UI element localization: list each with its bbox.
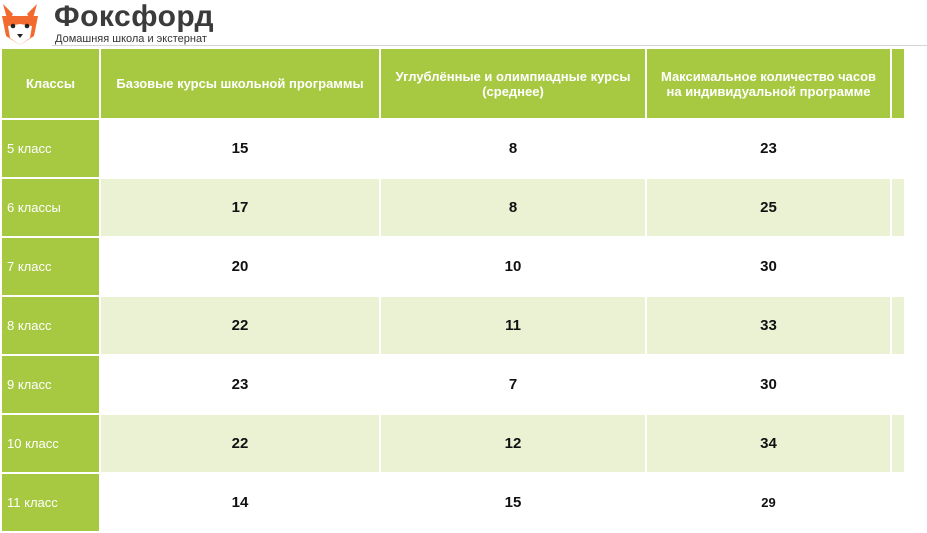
brand-tagline: Домашняя школа и экстернат [55, 33, 207, 45]
table-row: 11 класс 14 15 29 [2, 474, 904, 531]
grade-cell: 8 класс [2, 297, 99, 354]
advanced-cell: 12 [381, 415, 645, 472]
extra-cell [892, 297, 904, 354]
grade-cell: 7 класс [2, 238, 99, 295]
advanced-cell: 15 [381, 474, 645, 531]
col-header-max-hours: Максимальное количество часов на индивид… [647, 49, 890, 118]
base-cell: 17 [101, 179, 379, 236]
extra-cell [892, 238, 904, 295]
table-row: 8 класс 22 11 33 [2, 297, 904, 354]
grade-cell: 9 класс [2, 356, 99, 413]
advanced-cell: 7 [381, 356, 645, 413]
max-hours-cell: 23 [647, 120, 890, 177]
col-header-extra [892, 49, 904, 118]
extra-cell [892, 179, 904, 236]
table-row: 5 класс 15 8 23 [2, 120, 904, 177]
table-row: 7 класс 20 10 30 [2, 238, 904, 295]
grade-cell: 6 классы [2, 179, 99, 236]
max-hours-cell: 25 [647, 179, 890, 236]
table-row: 10 класс 22 12 34 [2, 415, 904, 472]
advanced-cell: 11 [381, 297, 645, 354]
advanced-cell: 8 [381, 120, 645, 177]
hours-table: Классы Базовые курсы школьной программы … [0, 47, 906, 533]
table-row: 6 классы 17 8 25 [2, 179, 904, 236]
site-header: Фоксфорд Домашняя школа и экстернат [0, 0, 927, 47]
grade-cell: 5 класс [2, 120, 99, 177]
brand-name[interactable]: Фоксфорд [54, 0, 215, 33]
max-hours-cell: 29 [647, 474, 890, 531]
col-header-base: Базовые курсы школьной программы [101, 49, 379, 118]
max-hours-cell: 30 [647, 356, 890, 413]
max-hours-cell: 34 [647, 415, 890, 472]
base-cell: 23 [101, 356, 379, 413]
extra-cell [892, 120, 904, 177]
fox-logo-icon[interactable] [0, 2, 40, 46]
extra-cell [892, 415, 904, 472]
base-cell: 20 [101, 238, 379, 295]
max-hours-cell: 33 [647, 297, 890, 354]
header-divider [52, 45, 927, 46]
base-cell: 22 [101, 415, 379, 472]
extra-cell [892, 356, 904, 413]
extra-cell [892, 474, 904, 531]
table-header-row: Классы Базовые курсы школьной программы … [2, 49, 904, 118]
base-cell: 22 [101, 297, 379, 354]
col-header-grades: Классы [2, 49, 99, 118]
max-hours-cell: 30 [647, 238, 890, 295]
base-cell: 14 [101, 474, 379, 531]
base-cell: 15 [101, 120, 379, 177]
grade-cell: 11 класс [2, 474, 99, 531]
table-row: 9 класс 23 7 30 [2, 356, 904, 413]
advanced-cell: 10 [381, 238, 645, 295]
advanced-cell: 8 [381, 179, 645, 236]
col-header-advanced: Углублённые и олимпиадные курсы (среднее… [381, 49, 645, 118]
grade-cell: 10 класс [2, 415, 99, 472]
